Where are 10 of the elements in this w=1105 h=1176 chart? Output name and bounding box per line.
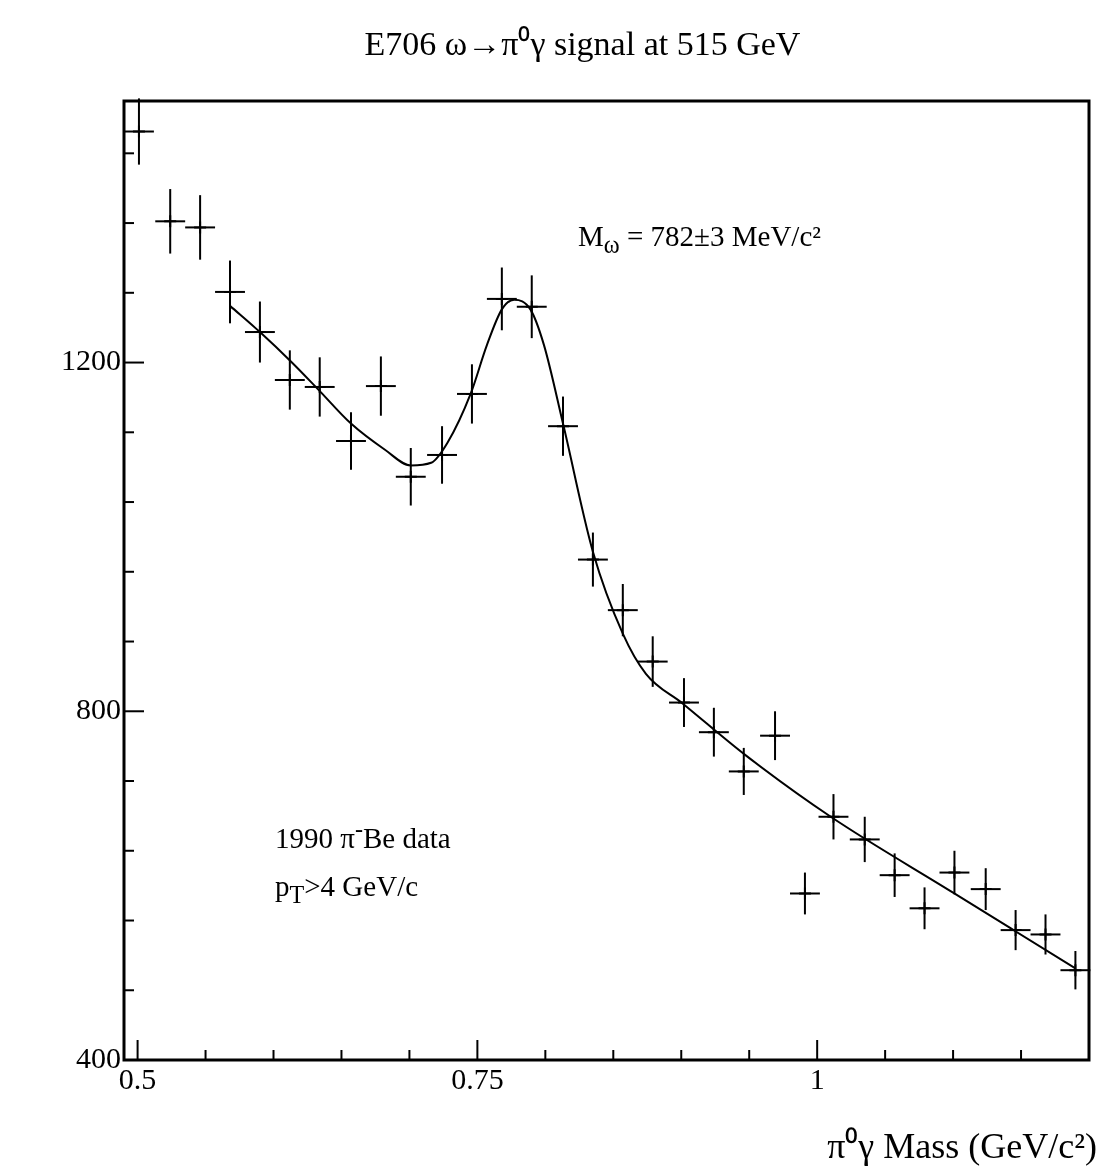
y-tick-label: 800 bbox=[76, 692, 121, 726]
y-tick-label: 400 bbox=[76, 1040, 121, 1074]
chart-title: E706 ω→π⁰γ signal at 515 GeV bbox=[363, 24, 802, 64]
x-tick-label: 1 bbox=[809, 1061, 825, 1095]
annotation: 1990 π$^{-}$Be data bbox=[275, 815, 451, 855]
x-axis-title: π⁰γ Mass (GeV/c²) bbox=[826, 1125, 1097, 1168]
y-tick-label: 1200 bbox=[61, 343, 121, 377]
x-tick-label: 0.75 bbox=[451, 1061, 504, 1095]
annotation: M$_{ω}$ = 782±3 MeV/c² bbox=[578, 220, 821, 259]
annotation: p$_{T}$>4 GeV/c bbox=[275, 870, 419, 909]
